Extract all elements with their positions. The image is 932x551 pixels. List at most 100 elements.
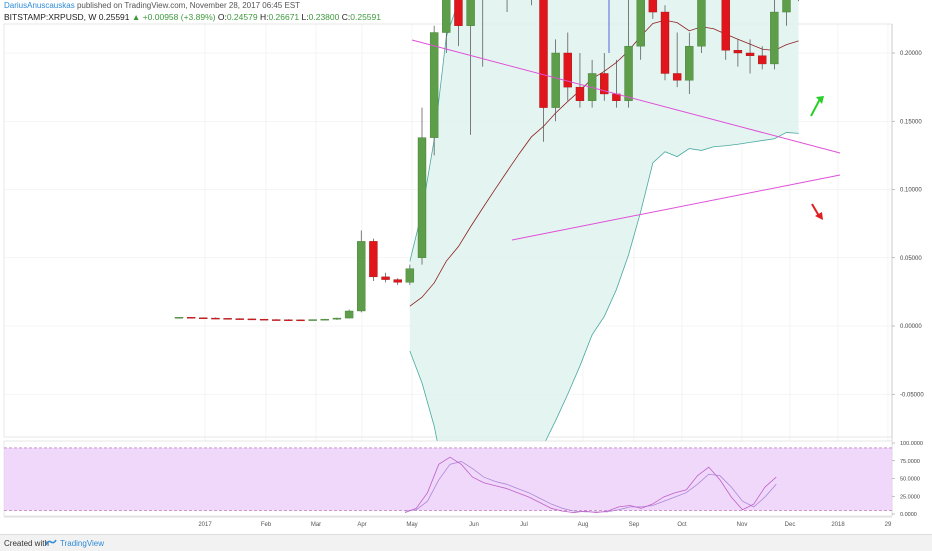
candle-body [174,317,184,319]
candle-body [186,317,196,319]
up-arrow-icon: ▲ [131,12,141,22]
symbol-label: BITSTAMP:XRPUSD, W [4,12,97,22]
open-value: 0.24579 [226,12,258,22]
y-tick-label: 0.05000 [900,256,922,262]
candle-body [429,32,439,138]
stoch-rsi-pane: 100.0000 75.0000 50.0000 25.0000 0.0000 [3,440,923,518]
candle-body [575,86,585,101]
candle-body [721,0,730,51]
y-tick-label: 0.15000 [900,119,922,125]
x-tick-label: Sep [629,522,640,528]
rsi-tick-label: 100.0000 [900,441,923,447]
candle-body [733,50,743,54]
candle-body [247,318,257,321]
candle-body [539,0,548,108]
candle-body [770,11,779,65]
candle-body [417,137,427,258]
candle-body [405,268,415,283]
candles [174,0,800,322]
close-label: C: [341,12,351,22]
descending-trendline [411,39,841,154]
candle-body [660,11,670,74]
x-tick-label: Mar [311,522,321,528]
candle-body [369,241,378,278]
arrow-down-head [815,212,823,220]
candle-body [357,241,366,312]
candle-body [259,318,269,321]
change-value: +0.00958 (+3.89%) [142,12,216,22]
close-value: 0.25591 [350,12,381,22]
candle-body [624,45,633,101]
rsi-tick-label: 50.0000 [900,477,920,483]
band-fill [409,0,799,510]
x-tick-label: Oct [677,522,687,528]
candle-body [332,317,342,320]
candle-body [235,318,244,320]
x-tick-label: 29 [885,522,892,528]
candle-body [344,310,354,319]
rsi-tick-label: 25.0000 [900,494,920,500]
publish-text: published on TradingView.com, November 2… [76,1,301,10]
tradingview-link[interactable]: TradingView [60,539,105,548]
y-tick-label: 0.20000 [900,51,922,57]
x-tick-label: Aug [578,522,589,528]
candle-body [454,0,463,26]
candle-body [393,279,402,283]
rsi-tick-label: 0.0000 [900,512,917,518]
candle-body [211,317,220,320]
low-value: 0.23800 [308,12,340,22]
open-label: O: [217,12,227,22]
low-label: L: [301,12,309,22]
high-label: H: [259,12,269,22]
x-tick-label: Dec [785,522,796,528]
candle-body [381,276,390,280]
x-tick-label: May [406,522,417,528]
candle-body [296,319,305,322]
tradingview-logo-icon [45,539,57,546]
x-tick-label: Apr [357,522,366,528]
candle-body [745,52,755,56]
candle-body [223,318,232,320]
candle-body [685,45,694,81]
candle-body [466,0,475,26]
arrow-up-icon [810,98,821,117]
candle-body [199,317,208,320]
y-tick-label: -0.05000 [900,392,924,398]
publish-info: DariusAnuscauskas published on TradingVi… [4,1,300,10]
candle-body [758,55,767,65]
author-link[interactable]: DariusAnuscauskas [4,1,75,10]
candle-body [551,52,560,108]
candle-body [636,0,645,47]
high-value: 0.26671 [268,12,300,22]
ascending-trendline [511,174,841,241]
trend-overlays [411,0,841,241]
ohlc-header: BITSTAMP:XRPUSD, W 0.25591 ▲ +0.00958 (+… [4,12,381,22]
candle-body [648,0,658,13]
y-tick-label: 0.00000 [900,324,922,330]
candle-body [272,319,281,321]
x-tick-label: Jul [520,522,528,528]
chart-area: 0.20000 0.15000 0.10000 0.05000 0.00000 -0.05… [3,0,925,528]
candle-body [320,318,329,321]
x-tick-label: Nov [737,522,748,528]
rsi-k-line [404,456,777,513]
footer: Created with TradingView [0,534,932,551]
arrow-up-head [816,96,824,104]
x-tick-label: Feb [261,522,272,528]
candle-body [600,73,609,95]
candle-body [284,319,293,321]
candle-body [782,0,791,13]
candle-body [697,0,706,47]
x-tick-label: 2018 [831,522,845,528]
arrow-down-icon [811,203,820,217]
time-axis: 2017 Feb Mar Apr May Jun Jul Aug Sep Oct Nov Dec 201… [4,516,892,528]
price-axis: 0.20000 0.15000 0.10000 0.05000 0.00000 -0.05… [891,24,924,516]
rsi-band-fill [4,447,892,511]
candle-body [442,0,451,33]
candle-body [563,52,572,88]
candle-body [672,73,682,81]
x-tick-label: Jun [469,522,479,528]
x-tick-label: 2017 [198,522,212,528]
created-with-text: Created with [4,539,49,548]
last-price: 0.25591 [98,12,130,22]
